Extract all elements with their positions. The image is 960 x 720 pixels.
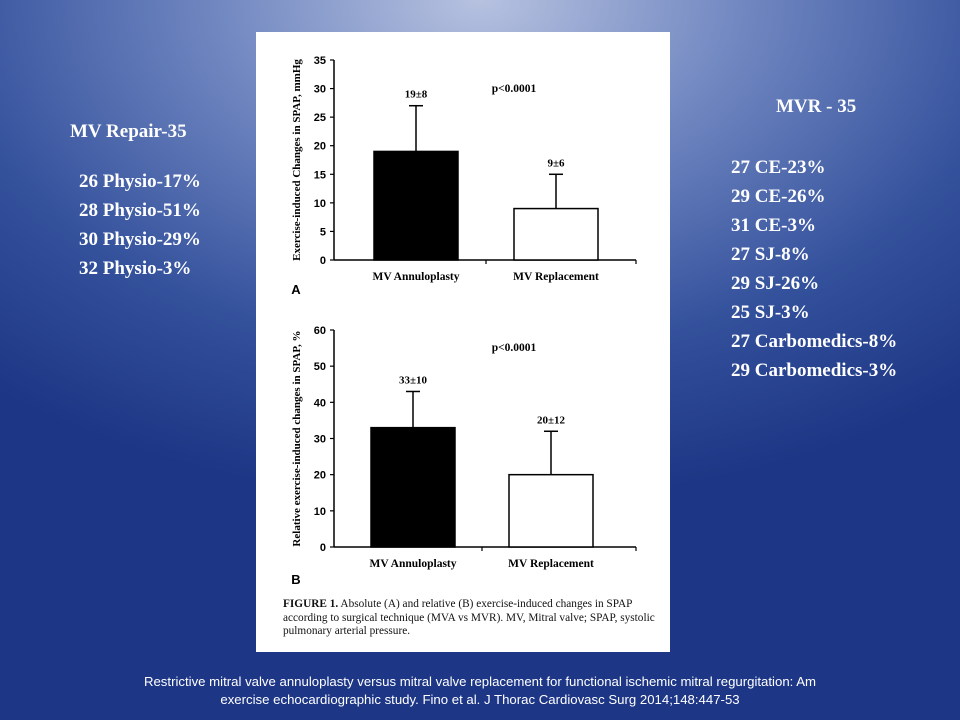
panel-b-data-label: 20±12 — [537, 414, 566, 426]
panel-a-p-value: p<0.0001 — [492, 83, 537, 95]
panel-b-y-tick-label: 60 — [314, 325, 326, 337]
panel-b-y-tick-label: 30 — [314, 434, 326, 446]
panel-b-letter: B — [291, 572, 300, 587]
list-item: 32 Physio-3% — [79, 258, 192, 279]
panel-b-category-label: MV Replacement — [508, 558, 594, 570]
figure-panel: 0 5 10 15 20 25 30 35 Exercise-induced Changes i… — [256, 32, 670, 652]
caption-text: Absolute (A) and relative (B) exercise-i… — [283, 598, 655, 637]
panel-a-data-label: 19±8 — [405, 89, 428, 101]
panel-b-y-tick-label: 20 — [314, 470, 326, 482]
panel-b-y-tick-label: 10 — [314, 506, 326, 518]
panel-a-bar — [513, 207, 599, 261]
mvr-list: 27 CE-23% 29 CE-26% 31 CE-3% 27 SJ-8% 29… — [731, 153, 897, 385]
panel-a-y-tick-label: 30 — [314, 84, 326, 96]
panel-a-y-tick-label: 15 — [314, 169, 326, 181]
panel-a-y-tick-label: 25 — [314, 112, 326, 124]
citation-line-2: exercise echocardiographic study. Fino e… — [220, 692, 740, 707]
panel-b-y-tick-label: 50 — [314, 361, 326, 373]
panel-b-y-tick-label: 0 — [320, 542, 326, 554]
list-item: 25 SJ-3% — [731, 302, 810, 323]
list-item: 29 CE-26% — [731, 186, 826, 207]
mv-repair-heading-text: MV Repair-35 — [70, 121, 187, 142]
mv-repair-heading: MV Repair-35 — [70, 117, 187, 146]
citation-line-1: Restrictive mitral valve annuloplasty ve… — [143, 674, 817, 689]
figure-caption: FIGURE 1. Absolute (A) and relative (B) … — [283, 598, 663, 639]
list-item: 27 Carbomedics-8% — [731, 331, 898, 352]
panel-b-category-label: MV Annuloplasty — [369, 558, 456, 570]
panel-a-y-axis-label: Exercise-induced Changes in SPAP, mmHg — [291, 59, 303, 261]
list-item: 26 Physio-17% — [79, 171, 201, 192]
panel-b-y-tick-label: 40 — [314, 397, 326, 409]
mvr-heading-text: MVR - 35 — [776, 96, 857, 117]
panel-a-category-label: MV Replacement — [513, 271, 599, 283]
list-item: 27 CE-23% — [731, 157, 826, 178]
list-item: 30 Physio-29% — [79, 229, 201, 250]
panel-a-letter: A — [291, 282, 301, 297]
panel-a-y-tick-label: 5 — [320, 226, 326, 238]
list-item: 27 SJ-8% — [731, 244, 810, 265]
panel-a-category-label: MV Annuloplasty — [372, 271, 459, 283]
mvr-heading: MVR - 35 — [776, 92, 856, 121]
panel-a-bar — [373, 150, 459, 261]
panel-a-y-tick-label: 35 — [314, 55, 326, 67]
list-item: 28 Physio-51% — [79, 200, 201, 221]
figure-charts: 0 5 10 15 20 25 30 35 Exercise-induced Changes i… — [291, 55, 637, 587]
caption-label: FIGURE 1. — [283, 598, 339, 610]
panel-a-y-tick-label: 20 — [314, 141, 326, 153]
list-item: 29 Carbomedics-3% — [731, 360, 898, 381]
mv-repair-list: 26 Physio-17% 28 Physio-51% 30 Physio-29… — [79, 167, 201, 283]
panel-b-bar — [370, 426, 456, 548]
citation-footer: Restrictive mitral valve annuloplasty ve… — [0, 673, 960, 709]
list-item: 31 CE-3% — [731, 215, 816, 236]
panel-a-data-label: 9±6 — [547, 157, 565, 169]
panel-a-y-tick-label: 10 — [314, 198, 326, 210]
panel-b-data-label: 33±10 — [399, 374, 428, 386]
panel-b-bar — [508, 473, 594, 548]
panel-a-y-tick-label: 0 — [320, 255, 326, 267]
list-item: 29 SJ-26% — [731, 273, 820, 294]
panel-b-y-axis-label: Relative exercise-induced changes in SPA… — [291, 330, 303, 546]
panel-b-p-value: p<0.0001 — [492, 342, 537, 354]
